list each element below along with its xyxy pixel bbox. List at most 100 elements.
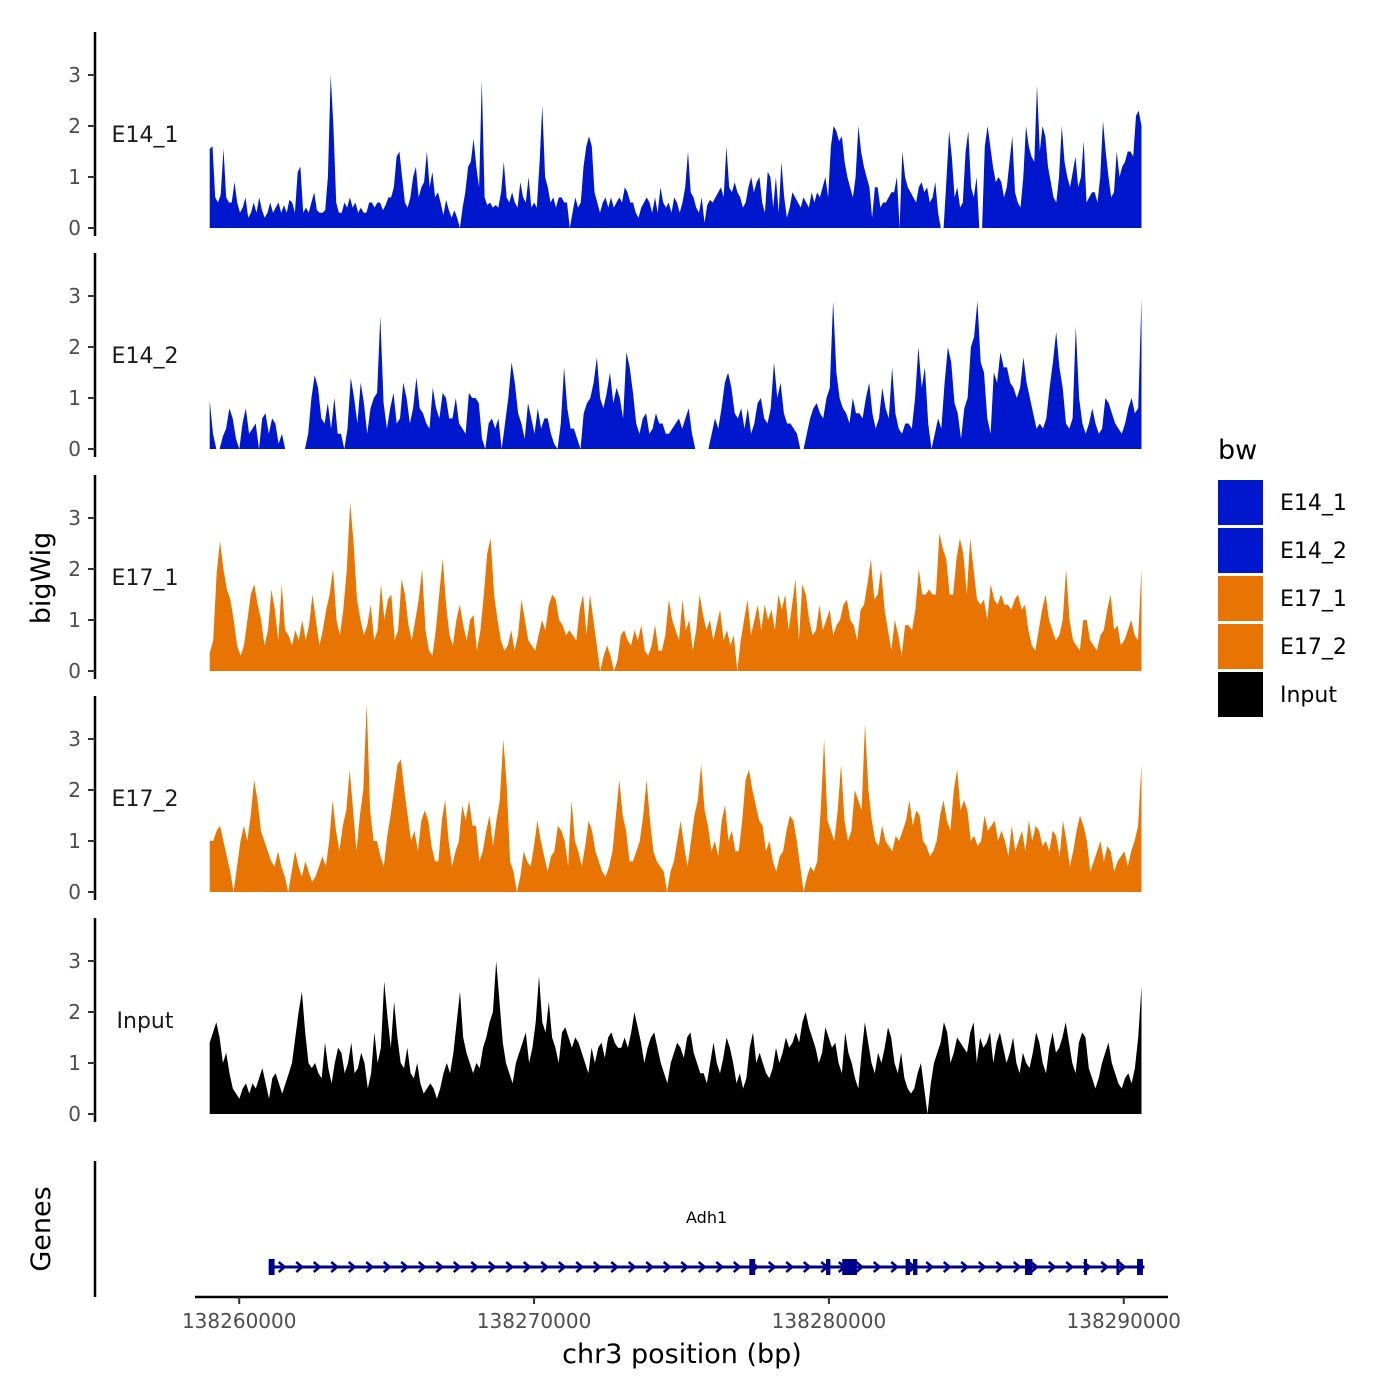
track-label: Input	[117, 1009, 174, 1034]
strand-arrow	[295, 1261, 305, 1273]
legend-label: E14_2	[1280, 539, 1347, 564]
track-e17-1: 0 1 2 3 E17_1	[68, 475, 1142, 683]
y-tick-label: 2	[68, 557, 81, 581]
y-tick-label: 3	[68, 949, 81, 973]
strand-arrow	[697, 1261, 707, 1273]
track-label: E17_1	[112, 566, 179, 591]
x-axis: 138260000 138270000 138280000 138290000	[182, 1295, 1182, 1333]
y-tick-label: 1	[68, 386, 81, 410]
y-tick-label: 2	[68, 778, 81, 802]
strand-arrow	[1047, 1261, 1057, 1273]
y-tick-label: 2	[68, 335, 81, 359]
track-input: 0 1 2 3 Input	[68, 918, 1142, 1126]
y-tick-label: 3	[68, 727, 81, 751]
legend: bw E14_1 E14_2 E17_1 E17_2 Input	[1218, 435, 1347, 717]
y-tick-label: 1	[68, 165, 81, 189]
strand-arrow	[540, 1261, 550, 1273]
gene-name: Adh1	[686, 1208, 727, 1227]
x-tick-label: 138290000	[1067, 1309, 1182, 1333]
y-axis-title: bigWig	[26, 532, 57, 625]
strand-arrow	[435, 1261, 445, 1273]
strand-arrow	[505, 1261, 515, 1273]
legend-swatch	[1218, 672, 1263, 717]
strand-arrow	[645, 1261, 655, 1273]
signal-area	[209, 703, 1142, 892]
track-label: E17_2	[112, 787, 179, 812]
strand-arrow	[732, 1261, 742, 1273]
legend-item: Input	[1218, 672, 1337, 717]
strand-arrow	[557, 1261, 567, 1273]
track-e17-2: 0 1 2 3 E17_2	[68, 696, 1142, 904]
y-tick-label: 1	[68, 608, 81, 632]
strand-arrow	[487, 1261, 497, 1273]
x-tick-label: 138260000	[182, 1309, 297, 1333]
signal-area	[209, 298, 1142, 449]
legend-item: E17_1	[1218, 576, 1347, 621]
strand-arrow	[1065, 1261, 1075, 1273]
y-tick-label: 0	[68, 216, 81, 240]
y-tick-label: 0	[68, 437, 81, 461]
strand-arrow	[470, 1261, 480, 1273]
strand-arrow	[977, 1261, 987, 1273]
strand-arrow	[942, 1261, 952, 1273]
y-tick-label: 1	[68, 1051, 81, 1075]
strand-arrow	[1100, 1261, 1110, 1273]
legend-item: E14_1	[1218, 480, 1347, 525]
legend-title: bw	[1218, 435, 1257, 466]
strand-arrow	[592, 1261, 602, 1273]
track-label: E14_1	[112, 123, 179, 148]
strand-arrow	[277, 1261, 287, 1273]
legend-label: E17_2	[1280, 635, 1347, 660]
strand-arrow	[855, 1261, 865, 1273]
strand-arrow	[575, 1261, 585, 1273]
legend-swatch	[1218, 624, 1263, 669]
strand-arrow	[330, 1261, 340, 1273]
y-tick-label: 0	[68, 880, 81, 904]
exon	[749, 1259, 756, 1275]
strand-arrow	[400, 1261, 410, 1273]
genes-panel: Genes Adh1	[26, 1161, 1145, 1297]
y-tick-label: 0	[68, 1102, 81, 1126]
strand-arrow	[715, 1261, 725, 1273]
strand-arrow	[995, 1261, 1005, 1273]
strand-arrow	[662, 1261, 672, 1273]
legend-label: E17_1	[1280, 587, 1347, 612]
strand-arrow	[452, 1261, 462, 1273]
strand-arrow	[785, 1261, 795, 1273]
strand-arrow	[522, 1261, 532, 1273]
exon	[1116, 1259, 1120, 1275]
exon	[1137, 1259, 1143, 1275]
strand-arrow	[960, 1261, 970, 1273]
exon	[905, 1259, 910, 1275]
strand-arrow	[347, 1261, 357, 1273]
y-tick-label: 2	[68, 1000, 81, 1024]
y-tick-label: 3	[68, 506, 81, 530]
strand-arrow	[890, 1261, 900, 1273]
genes-title: Genes	[26, 1186, 57, 1271]
track-e14-2: 0 1 2 3 E14_2	[68, 253, 1142, 461]
exon	[842, 1259, 857, 1275]
legend-swatch	[1218, 480, 1263, 525]
y-tick-label: 1	[68, 829, 81, 853]
signal-area	[209, 502, 1142, 671]
strand-arrow	[1117, 1261, 1127, 1273]
signal-area	[209, 75, 1142, 228]
strand-arrow	[610, 1261, 620, 1273]
strand-arrow	[802, 1261, 812, 1273]
tracks-layer: 0 1 2 3 E14_1 0 1 2 3 E14_2 0 1 2 3 E17_1 0 1 2 3 E17_2 0 1 2 3…	[68, 32, 1142, 1126]
legend-item: E17_2	[1218, 624, 1347, 669]
legend-item: E14_2	[1218, 528, 1347, 573]
x-axis-title: chr3 position (bp)	[562, 1339, 802, 1370]
exon	[826, 1259, 831, 1275]
strand-arrow	[872, 1261, 882, 1273]
track-e14-1: 0 1 2 3 E14_1	[68, 32, 1142, 240]
strand-arrow	[767, 1261, 777, 1273]
x-tick-label: 138280000	[772, 1309, 887, 1333]
strand-arrow	[382, 1261, 392, 1273]
track-label: E14_2	[112, 344, 179, 369]
legend-label: E14_1	[1280, 491, 1347, 516]
strand-arrow	[925, 1261, 935, 1273]
strand-arrow	[365, 1261, 375, 1273]
exon	[1084, 1259, 1087, 1275]
